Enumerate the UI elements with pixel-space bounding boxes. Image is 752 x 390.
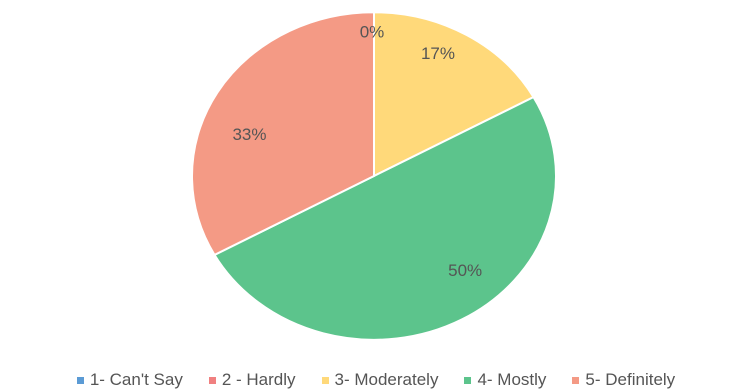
legend-swatch — [464, 376, 472, 384]
pie-svg: 0% 17% 50% 33% — [191, 11, 557, 341]
legend-item-cant-say: 1- Can't Say — [76, 370, 183, 390]
legend-item-mostly: 4- Mostly — [464, 370, 546, 390]
legend-swatch — [572, 376, 580, 384]
data-label: 17% — [421, 44, 455, 63]
legend-label: 4- Mostly — [477, 370, 547, 389]
data-label: 50% — [448, 261, 482, 280]
pie-slice — [373, 11, 535, 178]
data-label: 33% — [232, 125, 266, 144]
legend-item-hardly: 2 - Hardly — [208, 370, 296, 390]
legend-label: 5- Definitely — [585, 370, 676, 389]
pie-slice — [191, 11, 375, 257]
legend-item-definitely: 5- Definitely — [572, 370, 675, 390]
legend-swatch — [76, 376, 84, 384]
data-label: 0% — [360, 22, 385, 41]
legend-swatch — [321, 376, 329, 384]
legend-item-moderately: 3- Moderately — [321, 370, 439, 390]
legend-label: 1- Can't Say — [89, 370, 183, 389]
legend: 1- Can't Say 2 - Hardly 3- Moderately 4-… — [0, 370, 752, 390]
pie-slice — [213, 95, 557, 341]
legend-label: 3- Moderately — [334, 370, 439, 389]
legend-swatch — [208, 376, 216, 384]
legend-label: 2 - Hardly — [221, 370, 296, 389]
